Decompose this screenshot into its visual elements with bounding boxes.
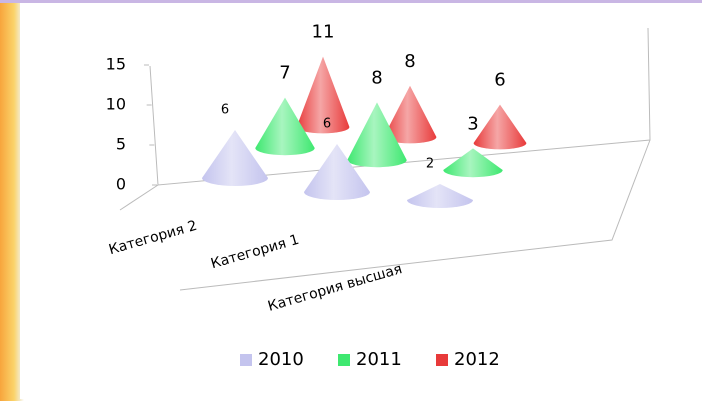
floor-edge [179,139,651,291]
cone [347,102,407,168]
data-label: 7 [279,63,290,84]
cone [443,148,503,178]
y-tick-label: 15 [106,55,126,74]
data-label: 6 [221,103,229,118]
legend-label: 2010 [258,349,304,370]
data-label: 8 [404,51,415,72]
cone [407,184,473,208]
cone [473,104,527,150]
legend-swatch [338,354,350,366]
legend-label: 2012 [454,349,500,370]
cone [383,85,437,144]
cone [296,56,350,134]
data-label: 3 [467,113,478,134]
cone [255,97,315,156]
cone [202,130,268,186]
data-label: 2 [426,157,434,172]
cone [304,144,370,200]
y-tick-label: 0 [116,175,126,194]
legend-swatch [436,354,448,366]
y-tick-label: 10 [106,95,126,114]
y-tick-label: 5 [116,135,126,154]
legend-label: 2011 [356,349,402,370]
floor-edge [119,184,159,211]
top-border [0,0,702,3]
data-label: 11 [312,22,335,43]
legend-swatch [240,354,252,366]
data-label: 6 [494,70,505,91]
data-label: 6 [323,117,331,132]
data-label: 8 [371,67,382,88]
